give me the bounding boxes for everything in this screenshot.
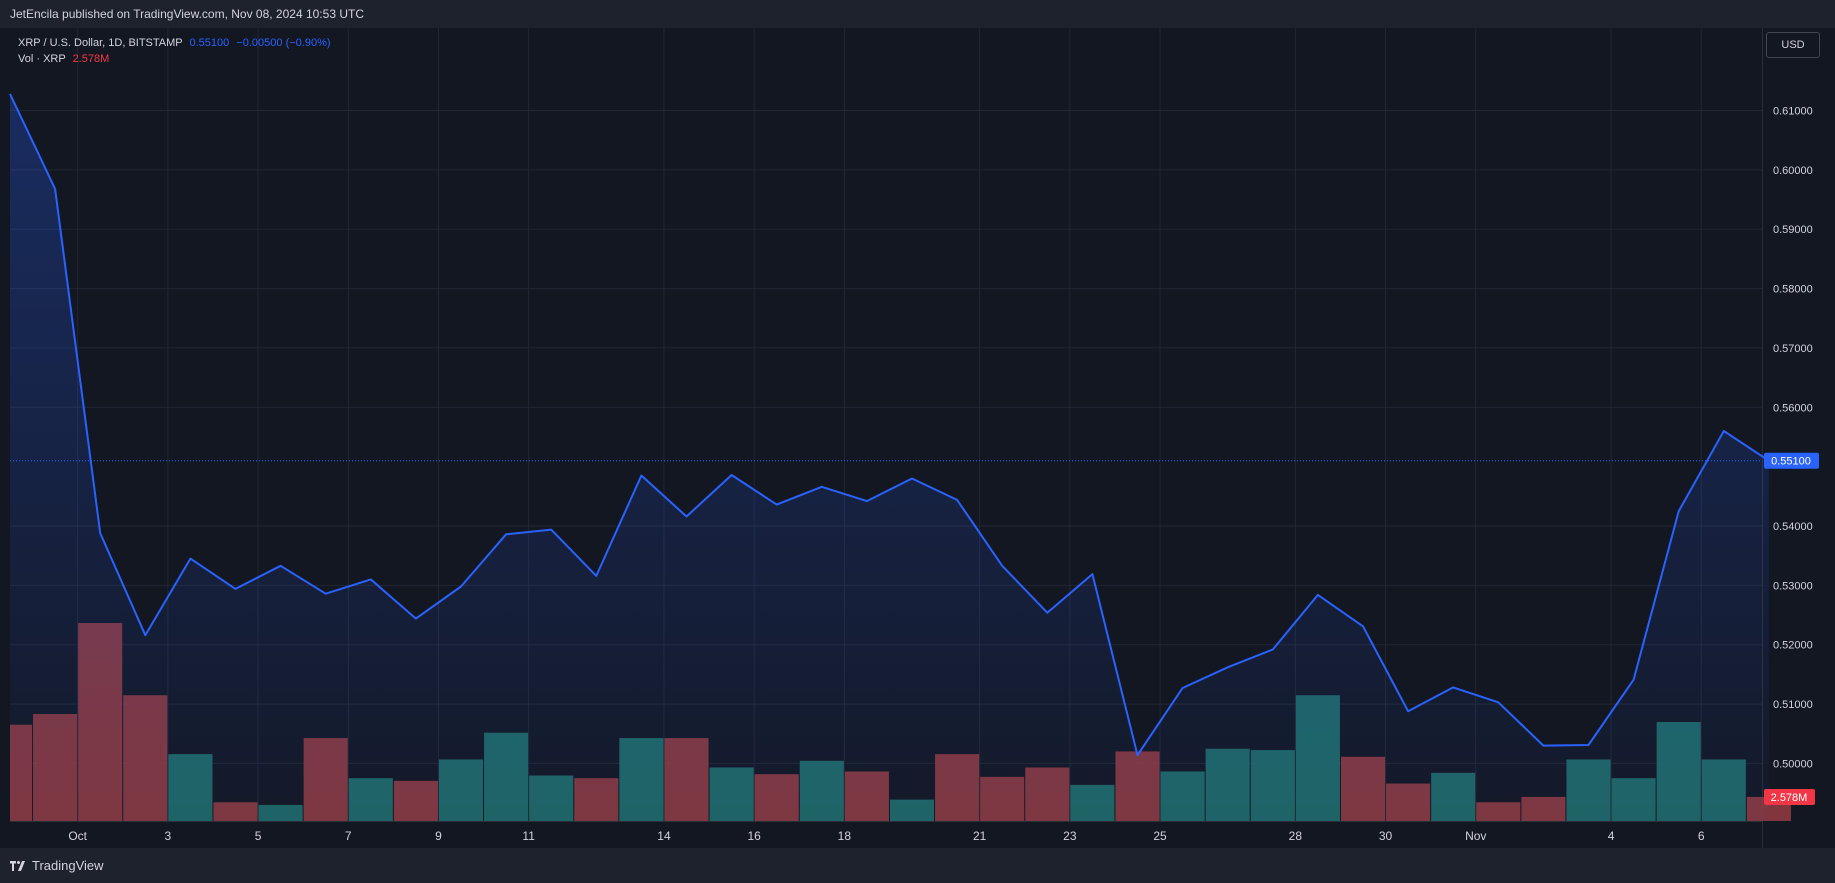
price-point[interactable] xyxy=(1180,686,1185,691)
chart-legend: XRP / U.S. Dollar, 1D, BITSTAMP 0.55100 … xyxy=(18,35,331,67)
y-tick-label: 0.54000 xyxy=(1773,521,1813,533)
price-point[interactable] xyxy=(233,586,238,591)
price-point[interactable] xyxy=(1586,743,1591,748)
x-tick-label: 6 xyxy=(1698,829,1705,843)
price-point[interactable] xyxy=(639,473,644,478)
price-point[interactable] xyxy=(684,514,689,519)
price-point[interactable] xyxy=(1000,563,1005,568)
volume-badge-label: 2.578M xyxy=(1771,792,1808,804)
price-point[interactable] xyxy=(549,527,554,532)
price-point[interactable] xyxy=(1406,709,1411,714)
price-area-fill xyxy=(10,93,1769,821)
publish-info: JetEncila published on TradingView.com, … xyxy=(10,7,364,21)
y-tick-label: 0.50000 xyxy=(1773,758,1813,770)
x-tick-label: Oct xyxy=(68,829,87,843)
x-tick-label: 28 xyxy=(1289,829,1303,843)
x-tick-label: 5 xyxy=(255,829,262,843)
price-point[interactable] xyxy=(774,502,779,507)
tradingview-logo-icon xyxy=(10,860,25,871)
price-point[interactable] xyxy=(1631,677,1636,682)
x-tick-label: 18 xyxy=(838,829,852,843)
y-tick-label: 0.52000 xyxy=(1773,640,1813,652)
x-tick-label: 30 xyxy=(1379,829,1393,843)
x-tick-label: 14 xyxy=(657,829,671,843)
price-point[interactable] xyxy=(955,497,960,502)
x-tick-label: 4 xyxy=(1608,829,1615,843)
currency-button[interactable]: USD xyxy=(1766,32,1820,58)
x-tick-label: 3 xyxy=(165,829,172,843)
y-tick-label: 0.61000 xyxy=(1773,106,1813,118)
x-tick-label: 11 xyxy=(522,829,535,843)
y-tick-label: 0.57000 xyxy=(1773,343,1813,355)
legend-symbol-row[interactable]: XRP / U.S. Dollar, 1D, BITSTAMP 0.55100 … xyxy=(18,35,331,51)
price-point[interactable] xyxy=(323,591,328,596)
last-price: 0.55100 xyxy=(189,37,230,49)
chart-area[interactable]: Oct 3 5 7 9 11 14 16 18 21 23 25 28 30 Nov 4 6 0.61000 0.6… xyxy=(0,28,1835,848)
price-axis-background[interactable] xyxy=(1762,28,1835,848)
price-point[interactable] xyxy=(413,616,418,621)
price-point[interactable] xyxy=(910,476,915,481)
legend-volume-row[interactable]: Vol · XRP 2.578M xyxy=(18,51,331,67)
price-point[interactable] xyxy=(53,186,58,191)
price-point[interactable] xyxy=(188,556,193,561)
price-point[interactable] xyxy=(504,532,509,537)
y-tick-label: 0.51000 xyxy=(1773,699,1813,711)
price-point[interactable] xyxy=(1451,685,1456,690)
price-point[interactable] xyxy=(1270,647,1275,652)
price-point[interactable] xyxy=(1225,665,1230,670)
x-tick-label: 7 xyxy=(345,829,352,843)
left-margin xyxy=(0,28,10,848)
x-tick-label: Nov xyxy=(1465,829,1486,843)
price-point[interactable] xyxy=(1045,610,1050,615)
x-tick-label: 21 xyxy=(973,829,987,843)
price-point[interactable] xyxy=(594,573,599,578)
price-point[interactable] xyxy=(1721,429,1726,434)
price-point[interactable] xyxy=(1676,509,1681,514)
price-point[interactable] xyxy=(98,531,103,536)
volume-value: 2.578M xyxy=(72,53,110,65)
x-tick-label: 9 xyxy=(435,829,442,843)
price-point[interactable] xyxy=(1090,572,1095,577)
top-bar: JetEncila published on TradingView.com, … xyxy=(0,0,1835,28)
price-change: −0.00500 (−0.90%) xyxy=(236,37,331,49)
tradingview-logo[interactable]: TradingView xyxy=(10,858,104,873)
volume-badge xyxy=(1764,789,1815,805)
price-point[interactable] xyxy=(1541,743,1546,748)
x-tick-label: 25 xyxy=(1153,829,1167,843)
price-point[interactable] xyxy=(143,633,148,638)
price-line[interactable] xyxy=(9,93,1770,757)
price-point[interactable] xyxy=(368,577,373,582)
price-chart[interactable]: Oct 3 5 7 9 11 14 16 18 21 23 25 28 30 Nov 4 6 0.61000 0.6… xyxy=(0,28,1835,848)
tradingview-brand: TradingView xyxy=(32,858,104,873)
price-point[interactable] xyxy=(1135,753,1140,758)
price-point[interactable] xyxy=(729,472,734,477)
price-point[interactable] xyxy=(819,484,824,489)
bottom-bar xyxy=(0,848,1835,883)
price-point[interactable] xyxy=(1361,624,1366,629)
volume-label: Vol · XRP xyxy=(18,53,66,65)
price-point[interactable] xyxy=(8,91,13,96)
y-tick-label: 0.56000 xyxy=(1773,402,1813,414)
time-axis-background[interactable] xyxy=(10,821,1762,848)
x-tick-label: 16 xyxy=(747,829,761,843)
symbol-name: XRP / U.S. Dollar, 1D, BITSTAMP xyxy=(18,37,183,49)
price-point[interactable] xyxy=(278,563,283,568)
price-point[interactable] xyxy=(459,584,464,589)
last-price-badge xyxy=(1764,452,1819,469)
y-tick-label: 0.53000 xyxy=(1773,580,1813,592)
price-point[interactable] xyxy=(1496,700,1501,705)
y-tick-label: 0.60000 xyxy=(1773,165,1813,177)
price-point[interactable] xyxy=(864,499,869,504)
price-point[interactable] xyxy=(1315,592,1320,597)
y-tick-label: 0.58000 xyxy=(1773,284,1813,296)
x-tick-label: 23 xyxy=(1063,829,1077,843)
y-tick-label: 0.59000 xyxy=(1773,224,1813,236)
last-price-badge-label: 0.55100 xyxy=(1771,456,1811,468)
